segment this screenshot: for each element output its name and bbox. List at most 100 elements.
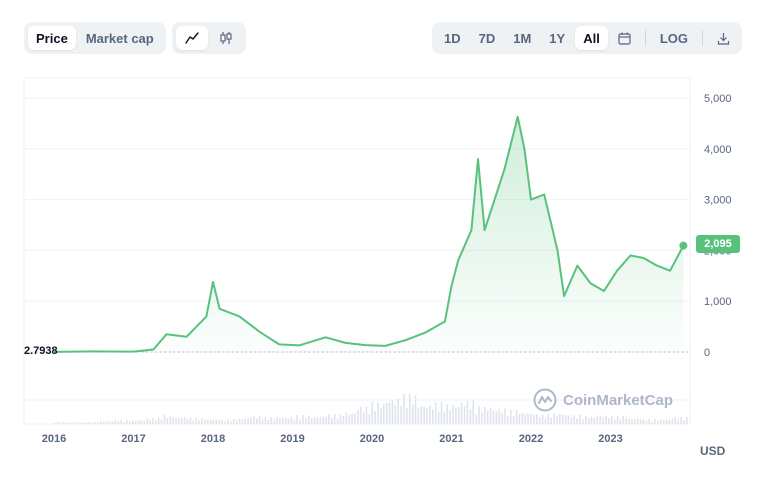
volume-bar bbox=[489, 407, 492, 424]
volume-bar bbox=[267, 420, 270, 424]
volume-bar bbox=[657, 420, 659, 424]
volume-bar bbox=[613, 419, 616, 424]
volume-bar bbox=[261, 419, 264, 424]
volume-bar bbox=[541, 414, 544, 424]
volume-bar bbox=[636, 418, 639, 424]
volume-bar bbox=[230, 421, 232, 424]
volume-bar bbox=[515, 410, 518, 424]
volume-bar bbox=[507, 416, 509, 424]
volume-bar bbox=[348, 414, 350, 424]
volume-bar bbox=[460, 402, 463, 424]
volume-bar bbox=[417, 408, 420, 424]
volume-bar bbox=[394, 405, 397, 424]
volume-bar bbox=[336, 418, 339, 424]
x-tick-label: 2022 bbox=[519, 433, 543, 445]
volume-bar bbox=[313, 416, 316, 424]
volume-bar bbox=[391, 400, 394, 424]
price-area bbox=[54, 116, 684, 352]
volume-bar bbox=[382, 403, 385, 424]
volume-bar bbox=[212, 419, 215, 424]
range-1y-button[interactable]: 1Y bbox=[549, 30, 566, 46]
candlestick-button[interactable] bbox=[210, 26, 242, 50]
volume-bar bbox=[567, 415, 570, 424]
volume-bar bbox=[385, 402, 388, 424]
volume-bar bbox=[273, 419, 275, 424]
volume-bar bbox=[483, 406, 486, 424]
volume-bar bbox=[400, 405, 402, 424]
volume-bar bbox=[307, 415, 310, 424]
volume-bar bbox=[281, 418, 284, 424]
volume-bar bbox=[146, 418, 148, 424]
volume-bar bbox=[434, 402, 437, 424]
volume-bar bbox=[279, 418, 281, 424]
volume-bar bbox=[642, 419, 645, 424]
volume-bar bbox=[77, 422, 79, 424]
volume-bar bbox=[645, 420, 648, 424]
volume-bar bbox=[518, 414, 521, 424]
volume-bar bbox=[668, 419, 671, 424]
volume-bar bbox=[143, 420, 146, 424]
volume-bar bbox=[155, 420, 157, 424]
volume-bar bbox=[406, 408, 408, 424]
all-time-low-label: 2.7938 bbox=[24, 345, 58, 357]
range-1m-button[interactable]: 1M bbox=[513, 30, 532, 46]
volume-bar bbox=[227, 419, 229, 424]
volume-bar bbox=[114, 420, 117, 424]
volume-bar bbox=[117, 421, 120, 424]
volume-bar bbox=[82, 422, 85, 424]
volume-bar bbox=[74, 422, 76, 424]
volume-bar bbox=[570, 417, 573, 424]
volume-bar bbox=[247, 418, 249, 424]
volume-bar bbox=[232, 419, 235, 424]
volume-bar bbox=[486, 410, 489, 424]
volume-bar bbox=[432, 409, 434, 424]
volume-bar bbox=[616, 416, 619, 424]
volume-bar bbox=[564, 414, 567, 424]
range-7d-button[interactable]: 7D bbox=[478, 30, 496, 46]
range-all-button[interactable]: All bbox=[575, 26, 608, 50]
volume-bar bbox=[241, 419, 244, 424]
volume-bar bbox=[94, 422, 97, 424]
volume-bar bbox=[325, 416, 327, 424]
price-line bbox=[53, 115, 685, 353]
volume-bar bbox=[680, 417, 682, 424]
date-picker-button[interactable] bbox=[610, 26, 639, 50]
volume-bar bbox=[365, 406, 368, 424]
y-tick-label: 4,000 bbox=[704, 144, 732, 156]
volume-bar bbox=[631, 419, 633, 424]
line-chart-button[interactable] bbox=[176, 26, 208, 50]
volume-bar bbox=[299, 419, 301, 424]
volume-bar bbox=[85, 422, 88, 424]
volume-bar bbox=[169, 415, 172, 424]
volume-bar bbox=[134, 421, 137, 424]
x-tick-label: 2018 bbox=[201, 433, 225, 445]
volume-bar bbox=[270, 417, 273, 424]
volume-bar bbox=[172, 417, 174, 424]
volume-bar bbox=[683, 420, 685, 424]
price-tab[interactable]: Price bbox=[28, 26, 76, 50]
volume-bar bbox=[654, 419, 656, 424]
volume-bar bbox=[322, 416, 324, 424]
plot-frame bbox=[23, 77, 691, 425]
market-cap-tab[interactable]: Market cap bbox=[85, 30, 154, 46]
volume-bar bbox=[339, 414, 342, 424]
volume-bar bbox=[455, 407, 457, 424]
volume-bar bbox=[258, 416, 261, 424]
volume-bar bbox=[556, 415, 558, 424]
volume-bar bbox=[56, 422, 59, 424]
volume-bar bbox=[671, 418, 674, 424]
volume-bar bbox=[535, 414, 538, 424]
range-1d-button[interactable]: 1D bbox=[443, 30, 461, 46]
volume-bar bbox=[319, 417, 322, 424]
log-scale-button[interactable]: LOG bbox=[659, 30, 688, 46]
download-button[interactable] bbox=[709, 26, 738, 50]
volume-bar bbox=[475, 414, 477, 424]
volume-bar bbox=[492, 410, 495, 424]
volume-bar bbox=[354, 413, 356, 424]
volume-bar bbox=[478, 406, 480, 424]
volume-bar bbox=[180, 418, 183, 424]
x-tick-label: 2021 bbox=[439, 433, 463, 445]
current-price-dot bbox=[679, 241, 688, 250]
